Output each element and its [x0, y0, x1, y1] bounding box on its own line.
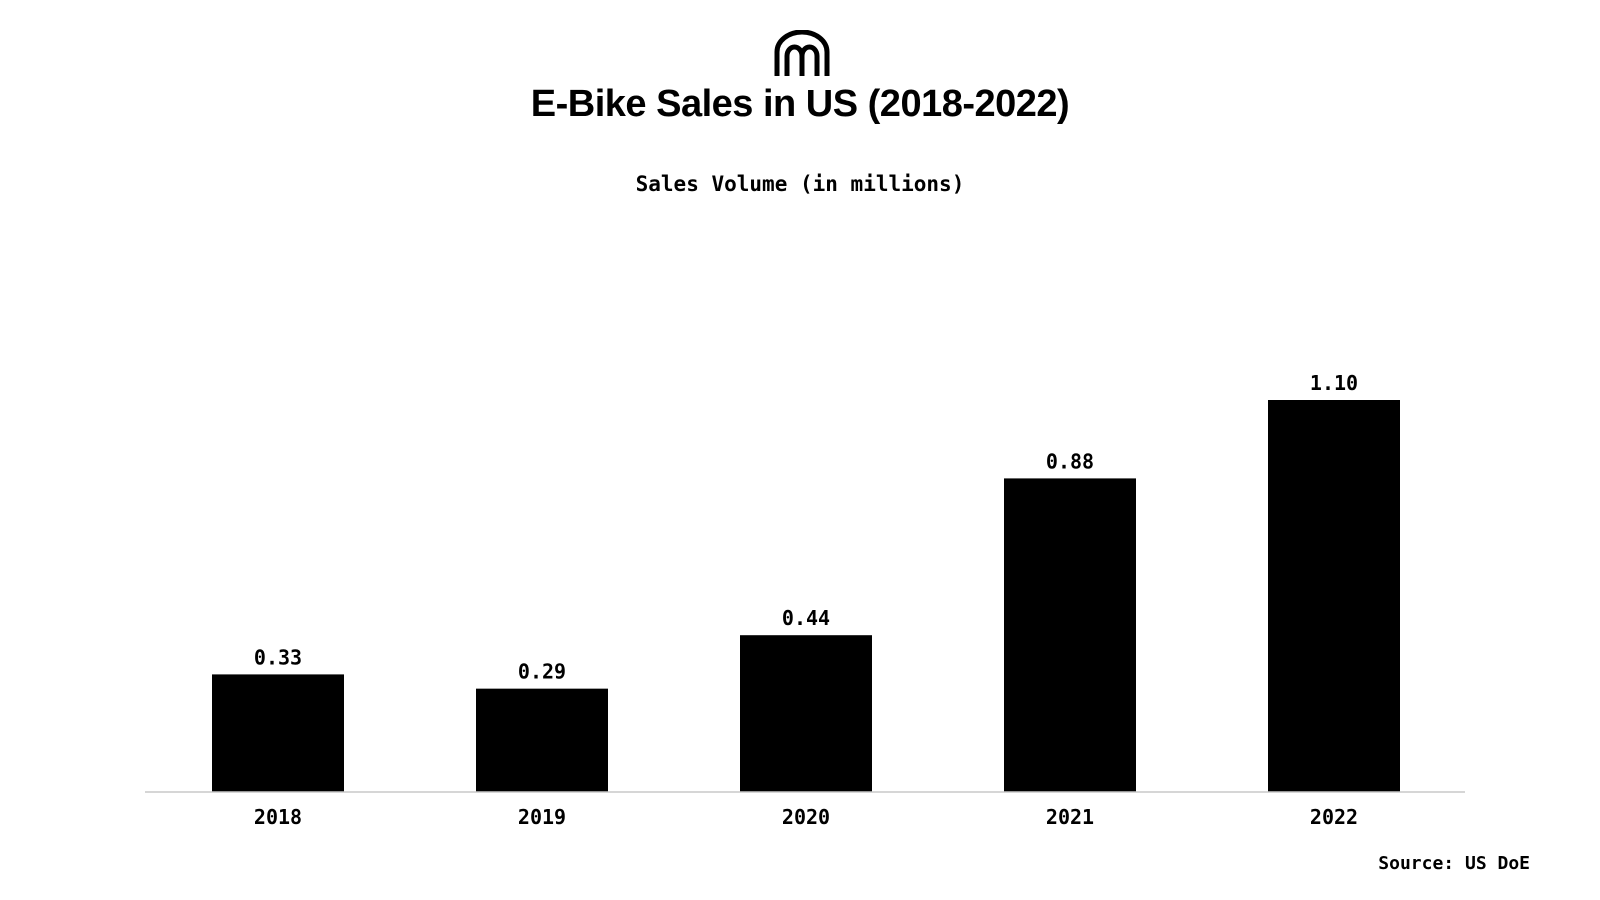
x-tick-label-2022: 2022: [1310, 805, 1358, 829]
bar-2020: [740, 635, 872, 792]
bar-2021: [1004, 478, 1136, 792]
chart-title: E-Bike Sales in US (2018-2022): [530, 83, 1070, 125]
source-note: Source: US DoE: [1378, 853, 1530, 874]
data-label-2020: 0.44: [782, 606, 830, 630]
chart-subtitle: Sales Volume (in millions): [635, 172, 965, 196]
bar-2022: [1268, 400, 1400, 792]
arches-logo-icon: [774, 30, 830, 76]
x-tick-label-2019: 2019: [518, 805, 566, 829]
bar-2018: [212, 674, 344, 792]
data-label-2018: 0.33: [254, 645, 302, 669]
x-tick-label-2020: 2020: [782, 805, 830, 829]
data-label-2019: 0.29: [518, 660, 566, 684]
bar-2019: [476, 688, 608, 792]
x-tick-label-2018: 2018: [254, 805, 302, 829]
data-label-2022: 1.10: [1310, 371, 1358, 395]
data-label-2021: 0.88: [1046, 449, 1094, 473]
x-tick-label-2021: 2021: [1046, 805, 1094, 829]
